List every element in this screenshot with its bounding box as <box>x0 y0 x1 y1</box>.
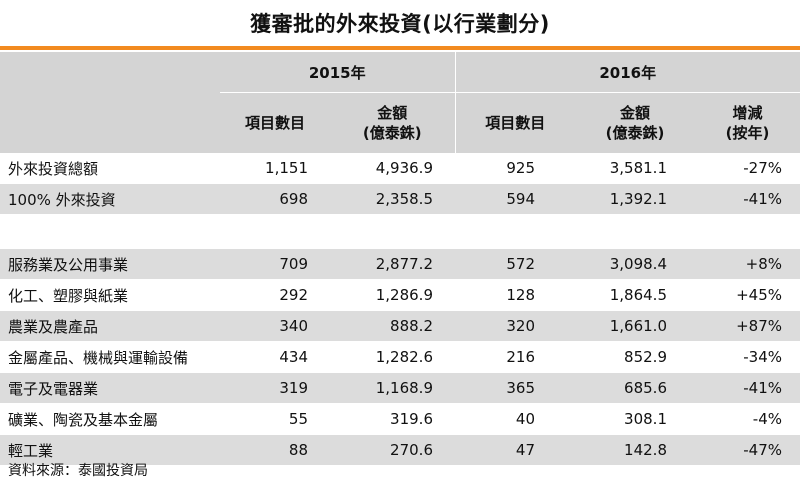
spacer-cell <box>0 214 800 249</box>
table-spacer <box>0 214 800 249</box>
cell-items-2015: 292 <box>220 279 330 311</box>
source-note: 資料來源：泰國投資局 <box>8 463 148 479</box>
table-row: 金屬產品、機械與運輸設備 434 1,282.6 216 852.9 -34% <box>0 341 800 373</box>
investment-table: 2015年 2016年 項目數目 金額 (億泰銖) 項目數目 金額 (億泰銖) … <box>0 52 800 466</box>
cell-amount-2015: 2,358.5 <box>330 183 455 215</box>
page-title: 獲審批的外來投資(以行業劃分) <box>250 12 550 36</box>
cell-items-2015: 709 <box>220 249 330 280</box>
header-amount-2016: 金額 (億泰銖) <box>575 92 695 153</box>
header-amount-2015-line2: (億泰銖) <box>362 124 422 142</box>
cell-items-2015: 88 <box>220 434 330 466</box>
header-amount-2015-line1: 金額 <box>377 104 408 122</box>
row-label: 金屬產品、機械與運輸設備 <box>0 341 220 373</box>
cell-change: +45% <box>695 279 800 311</box>
header-change-line2: (按年) <box>725 124 770 142</box>
cell-amount-2015: 888.2 <box>330 310 455 342</box>
cell-items-2015: 319 <box>220 372 330 404</box>
cell-change: -4% <box>695 403 800 435</box>
row-label: 農業及農產品 <box>0 310 220 342</box>
cell-items-2016: 572 <box>455 249 575 280</box>
table-header-years: 2015年 2016年 <box>0 52 800 93</box>
header-items-2015: 項目數目 <box>220 92 330 153</box>
cell-items-2015: 698 <box>220 183 330 215</box>
cell-amount-2016: 1,661.0 <box>575 310 695 342</box>
header-year-2016: 2016年 <box>454 52 800 93</box>
row-label: 服務業及公用事業 <box>0 249 220 280</box>
cell-change: -27% <box>695 153 800 184</box>
cell-amount-2015: 2,877.2 <box>330 249 455 280</box>
cell-items-2016: 40 <box>455 403 575 435</box>
title-underline <box>0 46 800 50</box>
header-items-2016: 項目數目 <box>454 92 575 153</box>
table-row: 外來投資總額 1,151 4,936.9 925 3,581.1 -27% <box>0 153 800 184</box>
row-label: 外來投資總額 <box>0 153 220 184</box>
cell-items-2016: 594 <box>455 183 575 215</box>
cell-amount-2016: 1,864.5 <box>575 279 695 311</box>
cell-items-2015: 1,151 <box>220 153 330 184</box>
cell-items-2016: 128 <box>455 279 575 311</box>
header-year-2015: 2015年 <box>220 52 455 93</box>
cell-amount-2015: 319.6 <box>330 403 455 435</box>
cell-amount-2016: 308.1 <box>575 403 695 435</box>
cell-amount-2016: 142.8 <box>575 434 695 466</box>
row-label: 輕工業 <box>0 434 220 466</box>
header-change: 增減 (按年) <box>695 92 800 153</box>
header-change-line1: 增減 <box>732 104 763 122</box>
cell-amount-2015: 1,168.9 <box>330 372 455 404</box>
cell-amount-2016: 852.9 <box>575 341 695 373</box>
table-row: 服務業及公用事業 709 2,877.2 572 3,098.4 +8% <box>0 249 800 280</box>
cell-amount-2015: 1,282.6 <box>330 341 455 373</box>
cell-items-2016: 925 <box>455 153 575 184</box>
cell-items-2016: 47 <box>455 434 575 466</box>
table-row: 100% 外來投資 698 2,358.5 594 1,392.1 -41% <box>0 183 800 215</box>
cell-change: -41% <box>695 183 800 215</box>
table-row: 農業及農產品 340 888.2 320 1,661.0 +87% <box>0 310 800 342</box>
header-blank <box>0 52 220 93</box>
cell-items-2016: 216 <box>455 341 575 373</box>
cell-items-2015: 340 <box>220 310 330 342</box>
cell-items-2015: 434 <box>220 341 330 373</box>
row-label: 電子及電器業 <box>0 372 220 404</box>
table-header-columns: 項目數目 金額 (億泰銖) 項目數目 金額 (億泰銖) 增減 (按年) <box>0 92 800 153</box>
row-label: 礦業、陶瓷及基本金屬 <box>0 403 220 435</box>
cell-amount-2015: 1,286.9 <box>330 279 455 311</box>
cell-change: +8% <box>695 249 800 280</box>
table-row: 化工、塑膠與紙業 292 1,286.9 128 1,864.5 +45% <box>0 279 800 311</box>
header-blank <box>0 92 220 153</box>
header-amount-2016-line2: (億泰銖) <box>605 124 665 142</box>
cell-amount-2016: 3,098.4 <box>575 249 695 280</box>
cell-amount-2016: 1,392.1 <box>575 183 695 215</box>
cell-amount-2016: 3,581.1 <box>575 153 695 184</box>
cell-change: -34% <box>695 341 800 373</box>
row-label: 化工、塑膠與紙業 <box>0 279 220 311</box>
table-row: 礦業、陶瓷及基本金屬 55 319.6 40 308.1 -4% <box>0 403 800 435</box>
table-row: 電子及電器業 319 1,168.9 365 685.6 -41% <box>0 372 800 404</box>
header-amount-2016-line1: 金額 <box>619 104 650 122</box>
cell-items-2015: 55 <box>220 403 330 435</box>
cell-items-2016: 365 <box>455 372 575 404</box>
cell-change: -41% <box>695 372 800 404</box>
cell-amount-2016: 685.6 <box>575 372 695 404</box>
header-amount-2015: 金額 (億泰銖) <box>330 92 455 153</box>
cell-amount-2015: 270.6 <box>330 434 455 466</box>
row-label: 100% 外來投資 <box>0 183 220 215</box>
cell-change: -47% <box>695 434 800 466</box>
table-row: 輕工業 88 270.6 47 142.8 -47% <box>0 434 800 466</box>
cell-items-2016: 320 <box>455 310 575 342</box>
cell-change: +87% <box>695 310 800 342</box>
cell-amount-2015: 4,936.9 <box>330 153 455 184</box>
